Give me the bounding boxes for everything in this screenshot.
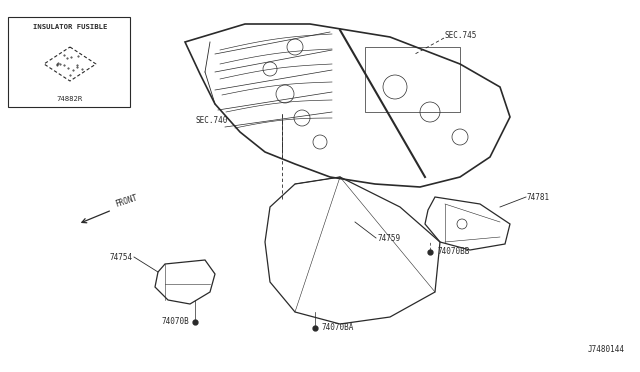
Text: 74781: 74781 [527,192,550,202]
Text: J7480144: J7480144 [588,345,625,354]
Text: SEC.745: SEC.745 [445,31,477,39]
Text: 74882R: 74882R [57,96,83,102]
Text: 74759: 74759 [378,234,401,243]
Text: 74754: 74754 [110,253,133,262]
Text: 74070B: 74070B [162,317,189,327]
Text: 74070BA: 74070BA [322,324,355,333]
Text: FRONT: FRONT [114,193,139,209]
Text: INSULATOR FUSIBLE: INSULATOR FUSIBLE [33,24,107,30]
Bar [8,17,130,107]
Text: 74070BB: 74070BB [438,247,470,257]
Text: SEC.740: SEC.740 [195,115,227,125]
Bar [365,47,460,112]
